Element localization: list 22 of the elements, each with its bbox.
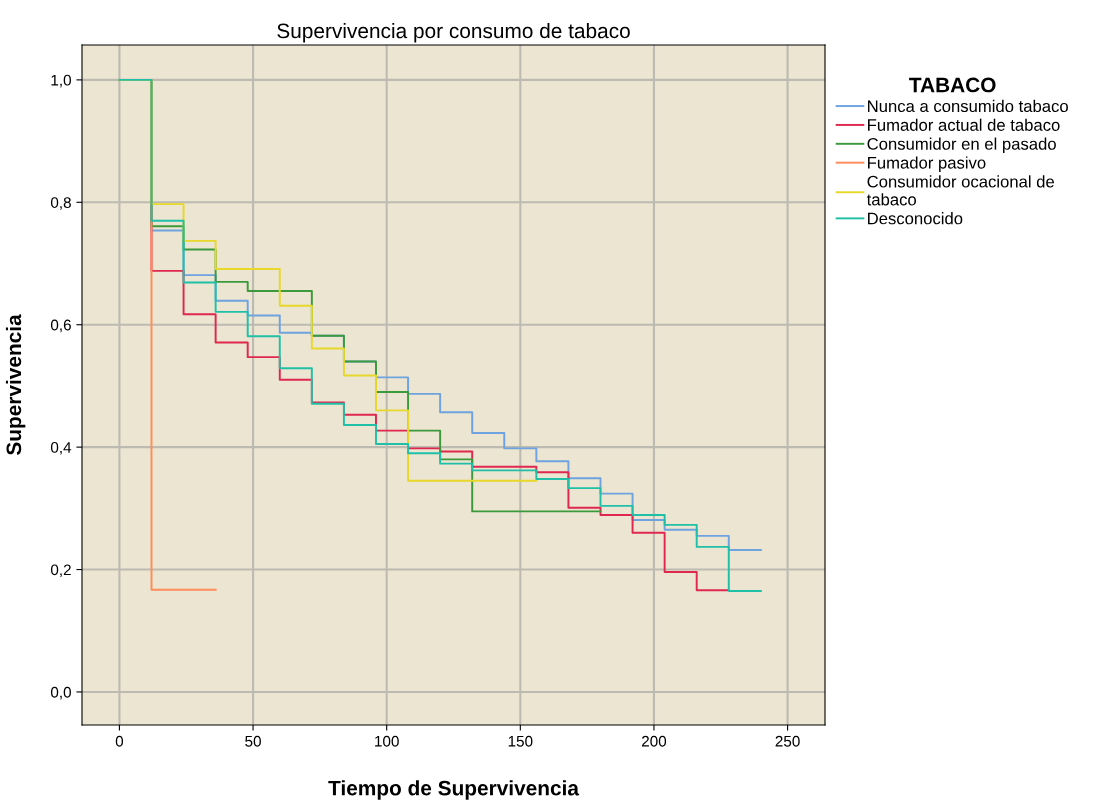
x-tick-label: 200 [641,735,667,747]
y-tick-label: 0,2 [50,564,71,578]
legend-label: Fumador actual de tabaco [868,118,1060,131]
x-tick-label: 150 [508,735,533,747]
legend-label: Nunca a consumido tabaco [868,99,1068,113]
legend-label: Consumidor en el pasado [867,137,1056,154]
x-axis-title: Tiempo de Supervivencia [328,780,580,800]
x-tick-label: 250 [775,735,800,747]
legend-label: Fumador pasivo [868,156,986,172]
y-tick-label: 0,6 [50,319,71,333]
y-tick-label: 0,4 [50,441,72,455]
legend-label: Desconocido [868,212,963,225]
chart-title: Supervivencia por consumo de tabaco [277,22,630,43]
y-tick-label: 1,0 [51,74,71,88]
y-tick-label: 0,0 [50,686,71,700]
legend-title: TABACO [909,77,996,93]
y-tick-label: 0,8 [50,197,71,210]
x-tick-label: 0 [115,735,124,747]
x-tick-label: 50 [245,735,261,747]
legend-label: Consumidor ocacional de tabaco [866,175,1054,206]
y-axis-title: Supervivencia [5,314,26,456]
x-tick-label: 100 [375,735,399,747]
